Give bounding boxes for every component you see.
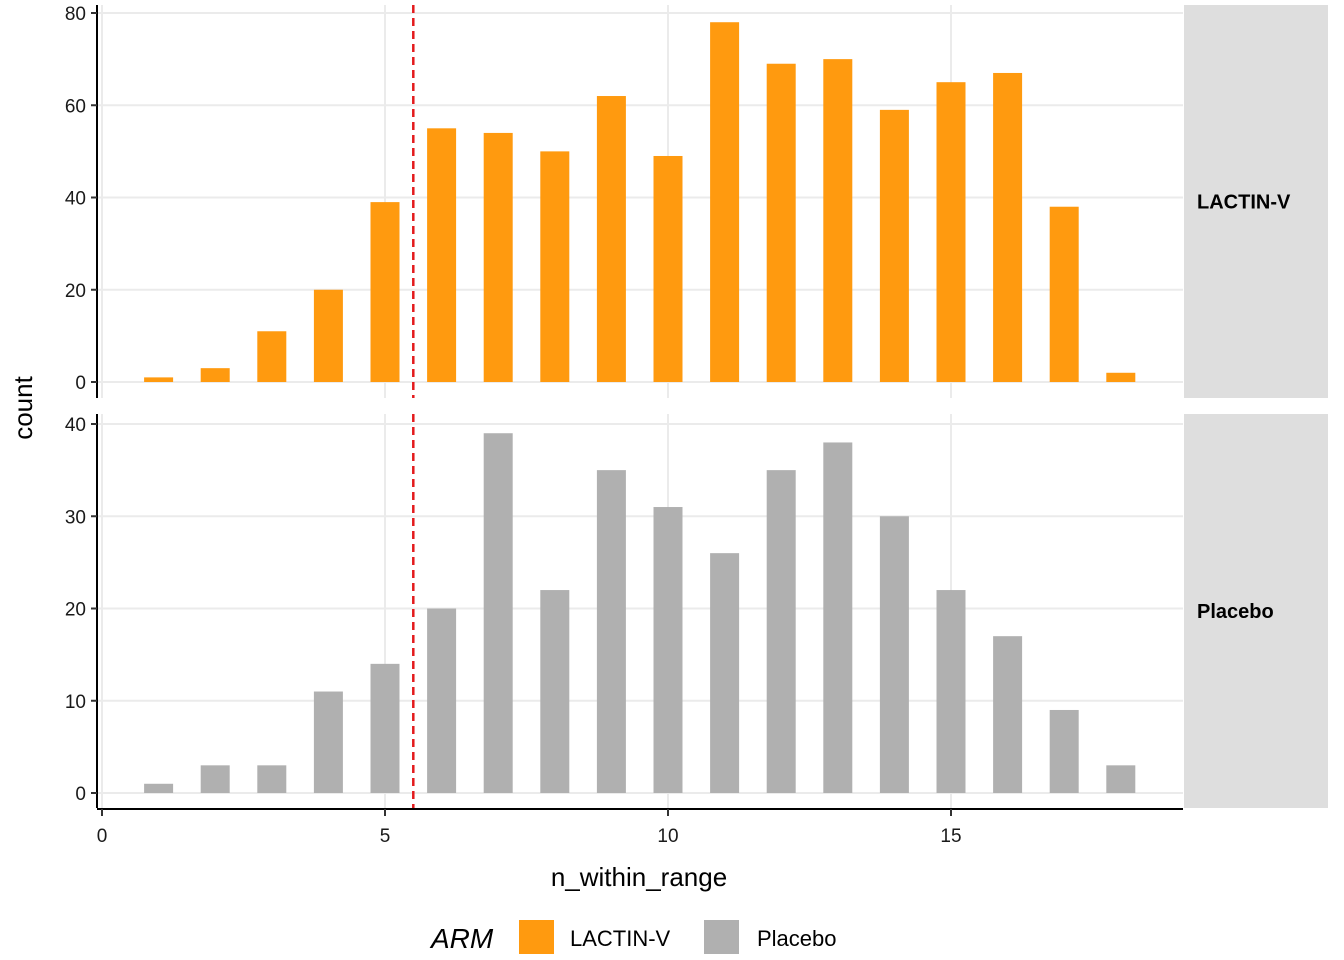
legend-label-placebo: Placebo	[757, 926, 837, 951]
bar	[823, 59, 853, 382]
bar	[879, 109, 909, 383]
legend: ARM LACTIN-V Placebo	[429, 920, 837, 954]
facet-strip	[1184, 5, 1328, 398]
y-tick-label: 60	[65, 96, 86, 117]
bar	[200, 368, 230, 382]
bar	[710, 22, 740, 382]
bar	[483, 132, 513, 382]
facet-panel-lactin-v: 0 20 40 60 80 LACTIN-V	[65, 4, 1328, 398]
bar	[936, 590, 966, 793]
legend-title: ARM	[429, 923, 494, 954]
bar	[370, 663, 400, 793]
facet-strip-label: LACTIN-V	[1197, 192, 1291, 214]
facet-panel-placebo: 0 10 20 30 40 Placebo	[65, 414, 1328, 808]
bar	[1106, 372, 1136, 382]
bar	[427, 608, 457, 793]
bar	[653, 507, 683, 793]
bar	[313, 691, 343, 793]
bar	[1049, 709, 1079, 793]
bar	[540, 151, 570, 382]
bar	[144, 377, 174, 382]
y-tick-label: 30	[65, 507, 86, 528]
bar	[427, 128, 457, 382]
bar	[540, 590, 570, 793]
facet-strip-label: Placebo	[1197, 601, 1274, 623]
bar	[200, 765, 230, 793]
bar	[766, 470, 796, 793]
bar	[370, 202, 400, 382]
bar	[653, 155, 683, 382]
bar	[879, 516, 909, 793]
bar	[766, 63, 796, 383]
x-tick-label: 5	[380, 826, 391, 847]
bar	[144, 783, 174, 793]
bar	[257, 331, 287, 382]
y-tick-label: 20	[65, 281, 86, 302]
bar	[823, 442, 853, 793]
x-tick-label: 0	[97, 826, 108, 847]
y-tick-label: 80	[65, 4, 86, 25]
y-tick-label: 0	[75, 784, 86, 805]
y-tick-label: 40	[65, 189, 86, 210]
y-tick-label: 20	[65, 600, 86, 621]
bar	[1106, 765, 1136, 793]
y-axis-title: count	[8, 375, 38, 439]
bar	[993, 72, 1023, 383]
panels-layer: 0 20 40 60 80 LACTIN-V 0 10 20 30 40 Placebo 0 5 10 15	[65, 4, 1328, 847]
x-tick-label: 15	[940, 826, 961, 847]
bar	[1049, 206, 1079, 382]
facet-strip	[1184, 414, 1328, 808]
y-tick-label: 0	[75, 373, 86, 394]
bar	[993, 636, 1023, 793]
y-tick-label: 10	[65, 692, 86, 713]
bar	[710, 553, 740, 793]
bar	[596, 470, 626, 793]
legend-key-placebo	[704, 920, 739, 954]
legend-key-lactin-v	[519, 920, 554, 954]
bar	[313, 289, 343, 382]
bar	[596, 96, 626, 383]
bar	[483, 433, 513, 793]
y-tick-label: 40	[65, 415, 86, 436]
x-tick-label: 10	[657, 826, 678, 847]
x-axis-title: n_within_range	[551, 862, 727, 892]
legend-label-lactin-v: LACTIN-V	[570, 926, 671, 951]
bar	[257, 765, 287, 793]
bar	[936, 82, 966, 382]
x-axis: 0 5 10 15	[97, 808, 1183, 847]
